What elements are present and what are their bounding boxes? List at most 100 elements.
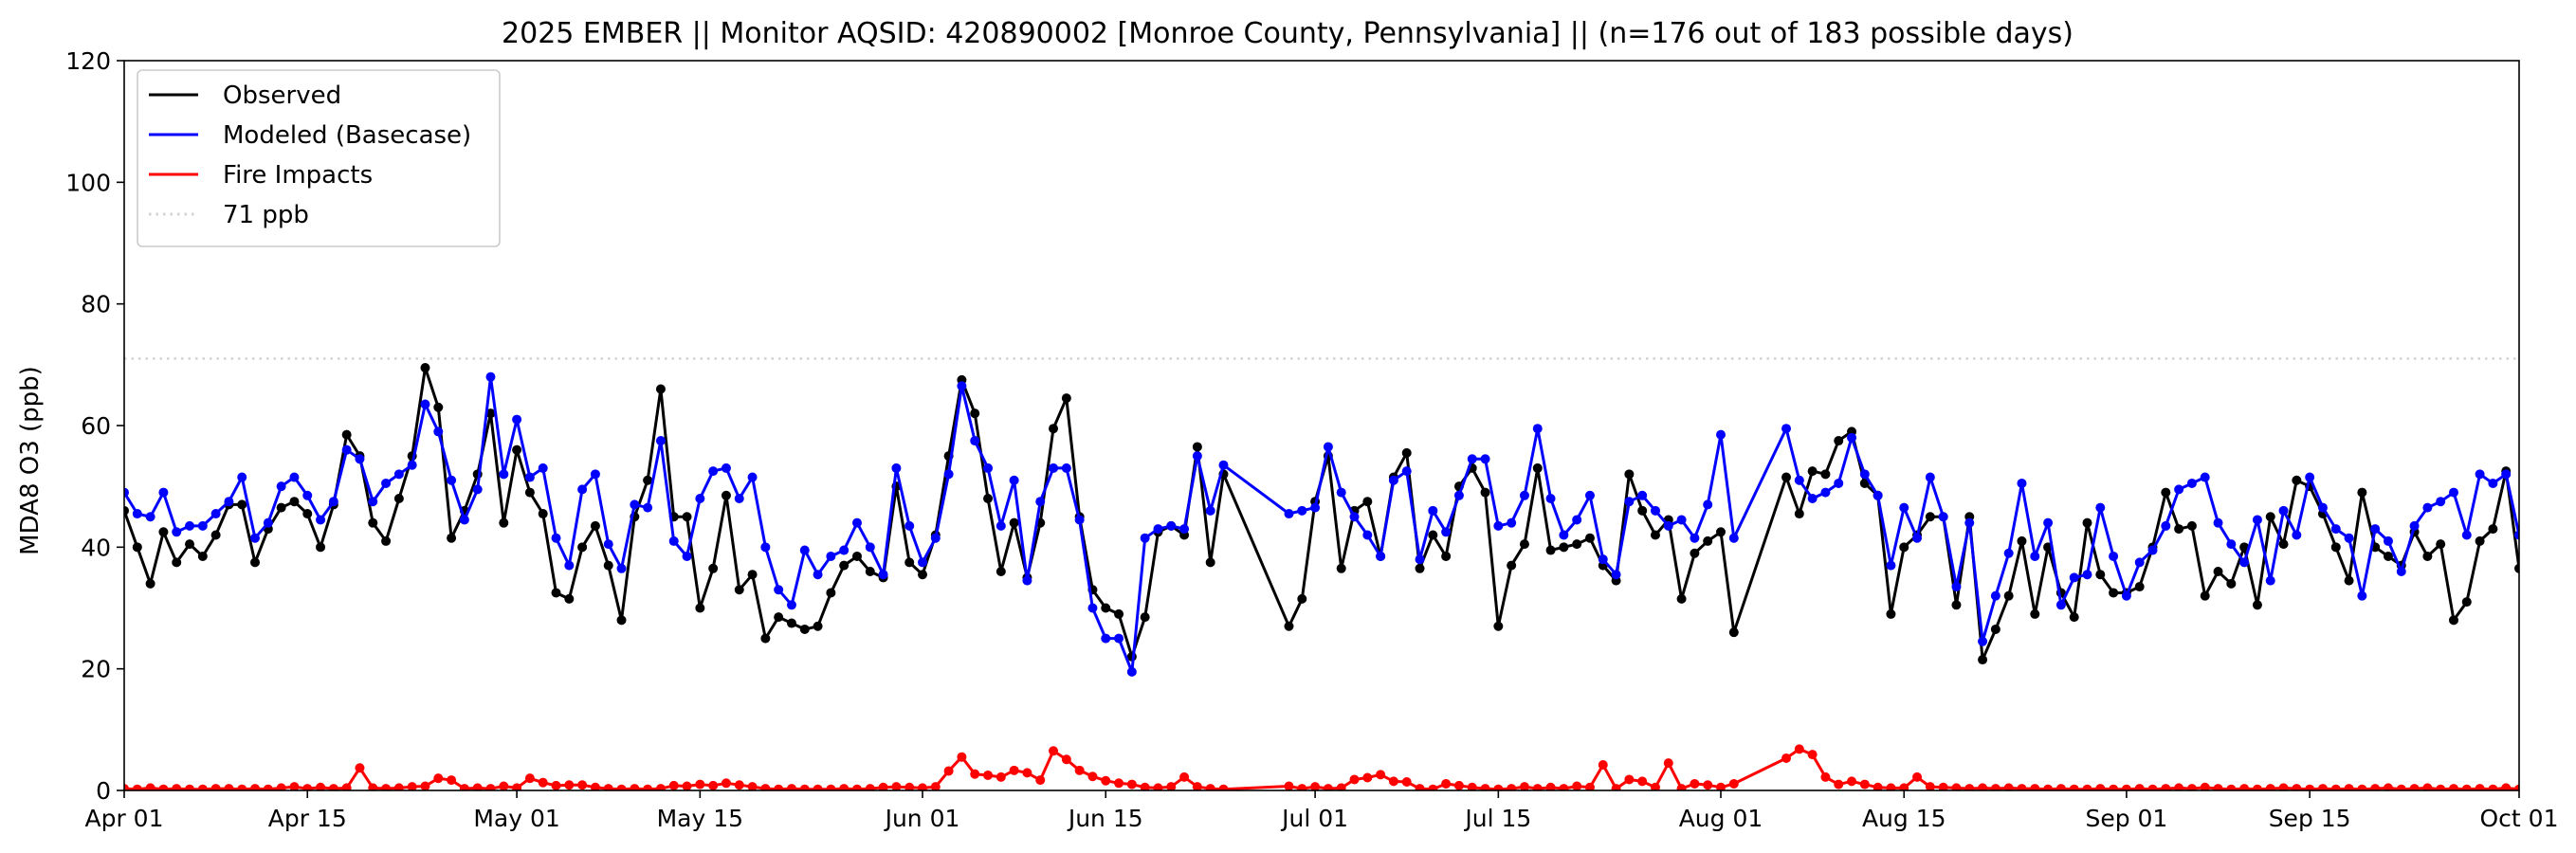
series-2-point-17 [341,783,352,790]
series-0-point-17 [341,429,352,440]
series-1-point-20 [381,478,392,488]
series-1-point-142 [2069,572,2079,583]
series-2-point-50 [774,784,784,790]
series-1-point-52 [799,545,810,555]
series-2-point-64 [957,752,967,762]
series-1-point-47 [734,494,744,503]
series-2-point-3 [158,784,169,790]
series-1-point-18 [355,454,365,464]
series-1-point-111 [1624,497,1635,507]
series-0-point-43 [682,512,692,522]
series-1-point-172 [2461,530,2472,540]
series-2-point-71 [1049,746,1059,756]
series-1-point-54 [826,551,836,561]
series-2-point-165 [2370,784,2381,790]
series-2-point-143 [2082,784,2092,790]
series-0-point-136 [1990,624,2001,634]
series-2-point-2 [145,783,155,790]
series-1-point-173 [2475,469,2485,480]
series-0-point-151 [2186,520,2197,531]
series-0-point-138 [2017,535,2027,546]
series-1-point-103 [1519,490,1529,500]
series-1-point-156 [2252,515,2262,525]
series-0-point-30 [512,445,522,455]
series-2-point-26 [459,784,469,790]
series-2-point-93 [1388,776,1398,787]
series-2-point-1 [132,784,142,790]
series-1-point-15 [316,515,326,525]
series-2-point-162 [2330,784,2341,790]
series-2-point-107 [1572,781,1582,790]
series-2-point-149 [2161,784,2171,790]
series-2-point-92 [1376,770,1386,780]
series-2-point-72 [1061,754,1071,765]
series-2-point-118 [1716,782,1726,790]
series-0-point-106 [1559,542,1569,553]
series-0-point-65 [970,408,980,419]
series-1-point-19 [368,497,378,507]
series-2-point-46 [721,778,731,789]
series-1-point-96 [1428,505,1438,516]
series-0-point-112 [1637,505,1648,516]
series-2-point-94 [1401,777,1412,788]
series-0-point-135 [1978,655,1988,665]
series-1-point-4 [172,527,182,537]
series-0-point-78 [1140,612,1150,623]
series-0-point-53 [813,621,823,631]
series-1-point-21 [393,469,404,480]
series-1-point-93 [1388,475,1398,485]
series-1-point-102 [1507,517,1517,528]
series-0-point-21 [393,494,404,503]
series-0-point-3 [158,527,169,537]
series-0-point-101 [1493,621,1504,631]
series-2-point-105 [1545,782,1556,790]
series-0-point-33 [551,588,561,598]
series-2-point-123 [1820,771,1831,782]
series-1-point-3 [158,487,169,498]
series-line-2 [124,747,2519,790]
series-1-point-29 [499,469,509,480]
series-1-point-106 [1559,530,1569,540]
series-1-point-97 [1441,527,1452,537]
series-1-point-73 [1074,515,1085,525]
series-1-point-27 [472,484,483,495]
series-1-point-131 [1925,472,1935,482]
series-2-point-27 [472,783,483,790]
series-1-point-98 [1453,490,1464,500]
series-1-point-140 [2043,517,2054,528]
series-2-point-14 [302,784,313,790]
series-1-point-10 [250,533,261,543]
series-2-point-84 [1218,784,1229,790]
series-0-point-52 [799,624,810,634]
series-2-point-37 [603,784,613,790]
series-1-point-159 [2292,530,2302,540]
y-tick-label-5: 100 [65,169,111,196]
series-0-point-32 [538,509,548,519]
series-0-point-5 [185,539,195,550]
series-2-point-66 [983,770,994,780]
y-tick-label-3: 60 [81,412,111,440]
series-1-point-165 [2370,524,2381,535]
series-2-point-166 [2383,783,2393,790]
series-2-point-151 [2186,784,2197,790]
series-1-point-72 [1061,463,1071,473]
series-2-point-8 [224,784,234,790]
series-1-point-46 [721,463,731,473]
series-2-point-74 [1087,771,1098,782]
series-1-point-117 [1703,499,1713,510]
series-1-point-118 [1716,429,1726,440]
x-tick-label-9: Aug 15 [1862,805,1946,832]
x-tick-label-10: Sep 01 [2085,805,2167,832]
series-2-point-36 [590,782,600,790]
series-0-point-123 [1820,469,1831,480]
series-0-point-12 [276,502,286,513]
series-2-point-30 [512,783,522,790]
series-0-point-29 [499,517,509,528]
series-0-point-89 [1336,563,1346,573]
series-0-point-176 [2514,563,2519,573]
series-1-point-70 [1035,497,1046,507]
series-0-point-163 [2344,575,2354,586]
series-1-point-174 [2488,478,2498,488]
series-0-point-75 [1101,603,1111,613]
series-1-point-40 [643,502,653,513]
